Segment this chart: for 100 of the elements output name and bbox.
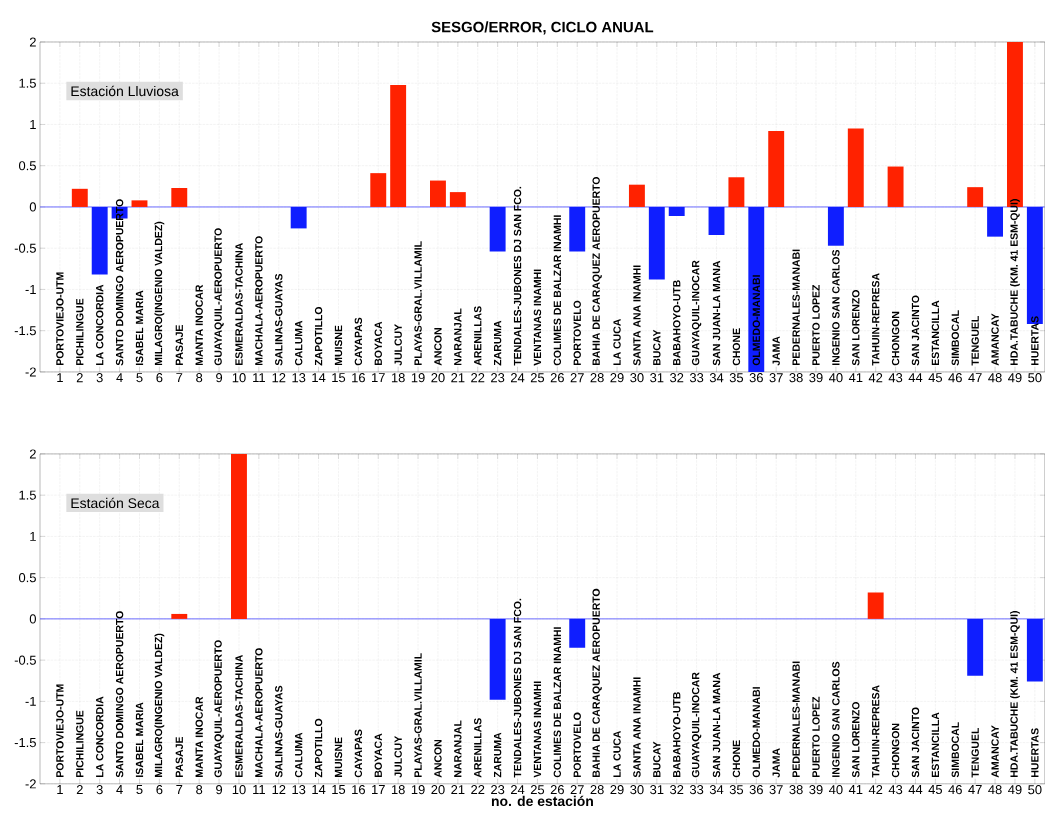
annotation: PASAJE (175, 325, 183, 366)
annotation: PEDERNALES-MANABI (792, 661, 800, 778)
bar (569, 207, 586, 252)
x-tick-label: 22 (471, 785, 485, 795)
annotation: SIMBOCAL (951, 722, 959, 778)
x-tick-label: 7 (176, 785, 183, 795)
annotation: INGENIO SAN CARLOS (832, 250, 840, 366)
annotation: TENGUEL (971, 728, 979, 778)
annotation: CALUMA (294, 732, 303, 778)
bar (231, 453, 247, 619)
annotation: ANCON (434, 328, 442, 366)
annotation: TAHUIN-REPRESA (871, 685, 880, 778)
x-tick-label: 46 (948, 373, 962, 383)
x-tick-label: 28 (590, 785, 604, 795)
annotation: ESMERALDAS-TACHINA (235, 243, 243, 366)
annotation: PUERTO LOPEZ (812, 696, 820, 778)
x-tick-label: 18 (391, 785, 405, 795)
annotation: SALINAS-GUAYAS (275, 685, 283, 778)
annotation: TENGUEL (971, 316, 979, 366)
annotation: PASAJE (175, 737, 183, 778)
x-tick-label: 23 (491, 785, 505, 795)
bar (628, 184, 645, 208)
annotation: LA CONCORDIA (96, 284, 104, 366)
annotation: CAYAPAS (354, 317, 363, 366)
x-tick-label: 5 (136, 373, 143, 383)
x-tick-label: 12 (272, 373, 286, 383)
annotation: LA CONCORDIA (96, 696, 104, 778)
x-tick-label: 20 (431, 785, 445, 795)
annotation: TENDALES-JUBONES DJ SAN FCO. (513, 186, 522, 366)
x-tick-label: 29 (610, 373, 624, 383)
bar (171, 614, 188, 619)
annotation: ZAPOTILLO (314, 306, 323, 366)
x-tick-label: 43 (888, 785, 903, 795)
x-tick-label: 31 (650, 785, 664, 795)
x-tick-label: 2 (76, 373, 83, 383)
bar (171, 188, 188, 208)
x-tick-label: 15 (332, 373, 346, 383)
annotation: SANTA ANA INAMHI (633, 677, 641, 778)
x-tick-label: 12 (272, 785, 286, 795)
chart-title: SESGO/ERROR, CICLO ANUAL (431, 21, 654, 35)
annotation: SANTO DOMINGO AEROPUERTO (115, 611, 124, 778)
bar (887, 166, 904, 208)
x-tick-label: 25 (530, 373, 545, 383)
annotation: ESMERALDAS-TACHINA (235, 655, 243, 778)
y-tick-label: 1 (30, 120, 36, 129)
x-tick-label: 42 (868, 373, 883, 383)
x-tick-label: 34 (709, 373, 724, 383)
x-tick-label: 45 (928, 785, 943, 795)
annotation: CHONE (732, 740, 741, 778)
x-tick-label: 14 (312, 785, 326, 795)
bar (847, 128, 864, 208)
x-tick-label: 19 (411, 373, 425, 383)
annotation: SAN JACINTO (911, 295, 920, 366)
x-tick-label: 35 (729, 373, 744, 383)
x-tick-label: 37 (769, 373, 783, 383)
x-tick-label: 20 (431, 373, 445, 383)
x-tick-label: 24 (510, 785, 525, 795)
x-tick-label: 21 (451, 785, 465, 795)
x-tick-label: 8 (196, 785, 203, 795)
x-tick-label: 36 (749, 373, 763, 383)
x-tick-label: 34 (709, 785, 724, 795)
x-tick-label: 16 (352, 785, 365, 795)
bar (71, 188, 88, 208)
x-tick-label: 9 (216, 373, 223, 383)
x-tick-label: 17 (372, 373, 385, 383)
x-tick-label: 37 (769, 785, 783, 795)
bar (429, 180, 446, 208)
annotation: BABAHOYO-UTB (673, 280, 681, 366)
x-tick-label: 3 (96, 785, 103, 795)
x-tick-label: 5 (136, 785, 143, 795)
x-tick-label: 30 (630, 373, 644, 383)
annotation: SAN JUAN-LA MANA (712, 260, 721, 366)
bar (1026, 618, 1043, 682)
bar (967, 187, 984, 208)
x-tick-label: 44 (908, 373, 923, 383)
annotation: MACHALA-AEROPUERTO (255, 236, 263, 366)
annotation: HDA.TABUCHE (KM. 41 ESM-QUI) (1010, 611, 1020, 778)
annotation: BOYACA (374, 321, 382, 366)
x-tick-label: 47 (968, 373, 982, 383)
x-tick-label: 50 (1028, 785, 1042, 795)
x-tick-label: 47 (968, 785, 982, 795)
y-tick-label: 0 (29, 202, 36, 212)
x-tick-label: 33 (689, 373, 704, 383)
annotation: PICHILINGUE (76, 710, 84, 778)
annotation: CHONGON (891, 311, 900, 366)
bar (489, 207, 506, 252)
annotation: PICHILINGUE (76, 298, 84, 366)
annotation: AMANCAY (991, 313, 999, 366)
annotation: CALUMA (294, 320, 303, 366)
x-tick-label: 41 (848, 373, 863, 383)
x-tick-label: 4 (116, 785, 123, 795)
x-tick-label: 40 (828, 373, 843, 383)
annotation: JULCUY (394, 324, 402, 366)
annotation: ZARUMA (494, 732, 502, 778)
x-tick-label: 38 (789, 785, 803, 795)
x-tick-label: 40 (828, 785, 843, 795)
x-tick-label: 32 (670, 785, 684, 795)
annotation: ZARUMA (494, 320, 502, 366)
annotation: SAN JACINTO (911, 707, 920, 778)
x-tick-label: 31 (650, 373, 664, 383)
